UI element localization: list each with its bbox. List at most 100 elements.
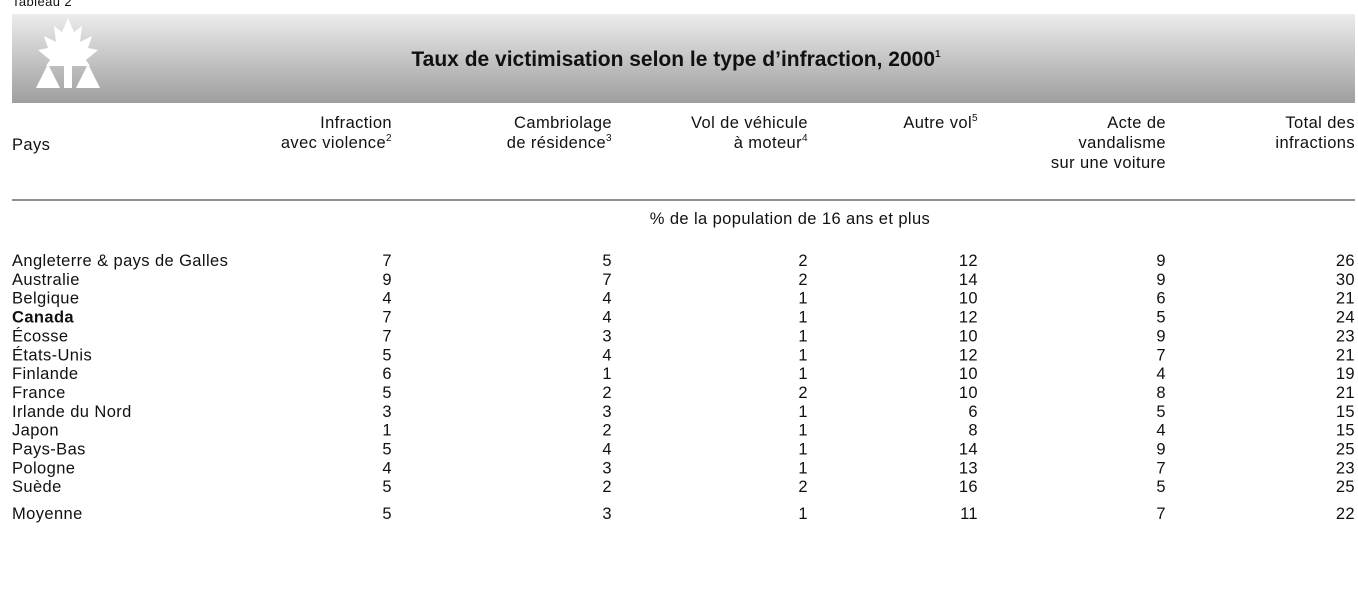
cell: 5 [602,252,612,270]
cell: 14 [959,441,978,459]
cell: 12 [959,309,978,327]
cell: 2 [602,478,612,496]
header-line: sur une voiture [1051,154,1166,172]
column-header: de résidence3 [507,133,612,152]
row-label: Finlande [12,365,79,383]
cell: 15 [1336,403,1355,421]
row-label: Suède [12,478,62,496]
cell: 4 [1156,422,1166,440]
cell: 5 [382,505,392,523]
cell: 4 [1156,365,1166,383]
cell: 24 [1336,309,1355,327]
cell: 3 [602,459,612,477]
cell: 1 [798,346,808,364]
column-header: Autre vol5 [903,113,978,132]
cell: 22 [1336,505,1355,523]
cell: 4 [602,290,612,308]
header-line: de résidence [507,134,606,152]
cell: 11 [960,505,978,523]
cell: 7 [1156,459,1166,477]
header-line: avec violence [281,134,386,152]
cell: 3 [602,327,612,345]
cell: 4 [602,309,612,327]
header-line: Autre vol [903,114,972,132]
cell: 7 [1156,505,1166,523]
header-line: vandalisme [1079,134,1166,152]
column-header: sur une voiture [1051,154,1166,172]
row-label: Moyenne [12,505,83,523]
column-header: vandalisme [1079,134,1166,152]
cell: 1 [798,459,808,477]
header-line: Cambriolage [514,114,612,132]
cell: 5 [382,441,392,459]
row-label: Angleterre & pays de Galles [12,252,228,270]
column-header: Cambriolage [514,114,612,132]
header-band [12,14,1355,103]
cell: 3 [382,403,392,421]
cell: 14 [959,271,978,289]
cell: 2 [798,384,808,402]
cell: 23 [1336,459,1355,477]
cell: 5 [1156,403,1166,421]
cell: 4 [382,290,392,308]
cell: 9 [382,271,392,289]
row-label: Pays-Bas [12,441,86,459]
cell: 1 [798,403,808,421]
column-header: Vol de véhicule [691,114,808,132]
cell: 19 [1336,365,1355,383]
column-header: Pays [12,136,50,154]
cell: 1 [798,505,808,523]
header-note: 3 [606,133,612,144]
cell: 10 [959,384,978,402]
cell: 1 [798,422,808,440]
cell: 3 [602,403,612,421]
cell: 1 [798,365,808,383]
cell: 1 [798,290,808,308]
header-line: à moteur [734,134,802,152]
title-text: Taux de victimisation selon le type d’in… [411,48,935,71]
cell: 23 [1336,327,1355,345]
cell: 1 [798,327,808,345]
row-label: Belgique [12,290,79,308]
cell: 6 [382,365,392,383]
column-header: Total des [1285,114,1355,132]
cell: 10 [959,290,978,308]
cell: 15 [1336,422,1355,440]
cell: 1 [602,365,612,383]
header-line: Total des [1285,114,1355,132]
cell: 1 [382,422,392,440]
header-line: Vol de véhicule [691,114,808,132]
row-label: Pologne [12,459,75,477]
row-label: France [12,384,66,402]
cell: 2 [602,384,612,402]
logo [36,18,100,88]
column-header: Infraction [320,114,392,132]
cell: 2 [798,271,808,289]
cell: 2 [602,422,612,440]
cell: 5 [1156,309,1166,327]
row-label: Irlande du Nord [12,403,132,421]
header-line: Acte de [1107,114,1166,132]
cell: 7 [382,309,392,327]
cell: 5 [1156,478,1166,496]
cell: 5 [382,384,392,402]
header-line: infractions [1275,134,1355,152]
cell: 2 [798,252,808,270]
cell: 2 [798,478,808,496]
cell: 4 [382,459,392,477]
cell: 1 [798,441,808,459]
column-header: Acte de [1107,114,1166,132]
cell: 13 [959,459,978,477]
title-note: 1 [935,49,941,60]
cell: 9 [1156,252,1166,270]
header-note: 2 [386,133,392,144]
column-header: infractions [1275,134,1355,152]
cell: 4 [602,346,612,364]
cell: 21 [1336,346,1355,364]
cell: 7 [602,271,612,289]
cell: 12 [959,346,978,364]
column-header: à moteur4 [734,133,808,152]
cell: 9 [1156,327,1166,345]
cell: 9 [1156,441,1166,459]
